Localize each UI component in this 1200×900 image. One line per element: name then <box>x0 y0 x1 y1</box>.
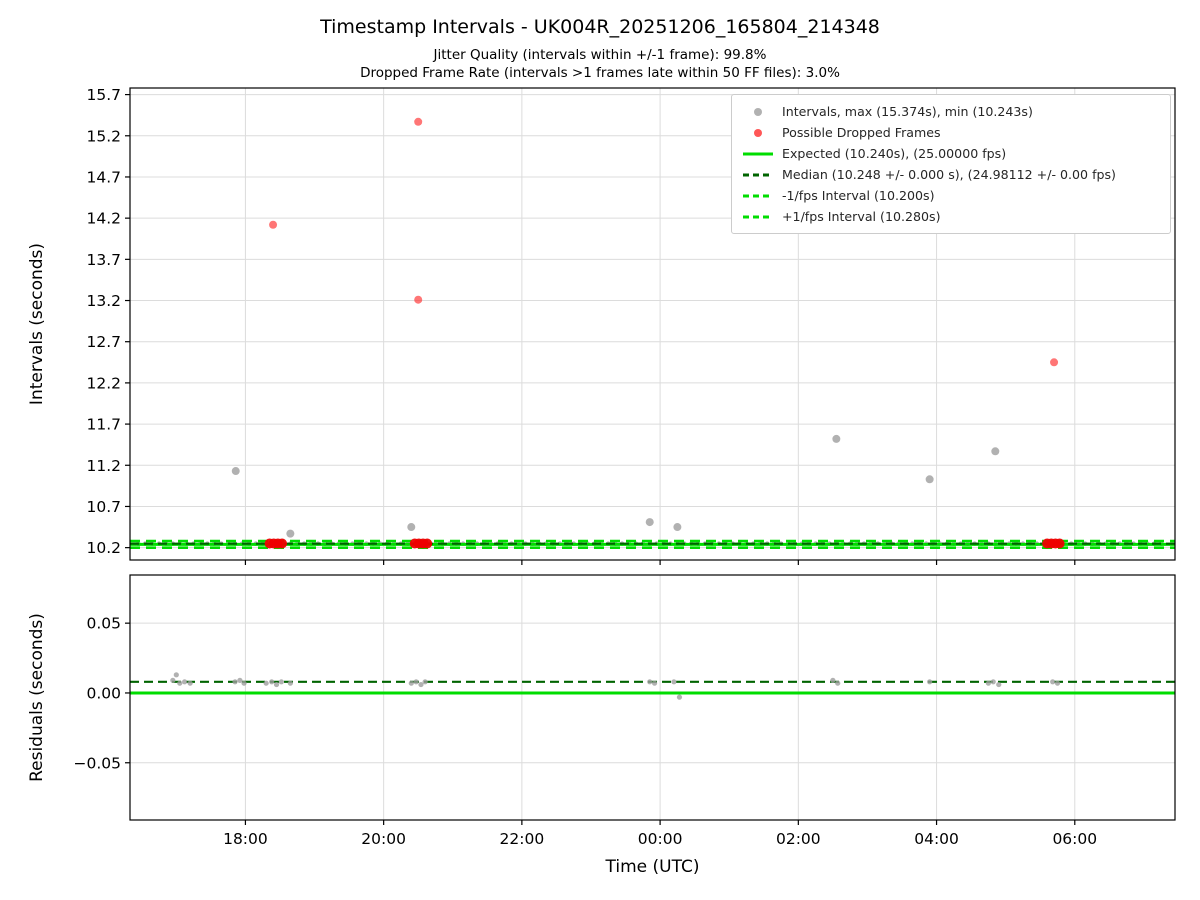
y-tick-label: 0.00 <box>86 684 121 702</box>
dropped-frame-marker <box>1050 358 1059 367</box>
x-tick-label: 04:00 <box>914 830 959 848</box>
y-tick-label: 10.7 <box>86 498 121 516</box>
legend-label: Expected (10.240s), (25.00000 fps) <box>782 146 1007 161</box>
x-tick-label: 06:00 <box>1052 830 1097 848</box>
dropped-frame-cluster-marker <box>1054 538 1065 549</box>
y-tick-label: 11.7 <box>86 416 121 434</box>
x-tick-label: 00:00 <box>638 830 683 848</box>
interval-marker <box>1054 680 1061 686</box>
subtitle-dropped-frame-rate: Dropped Frame Rate (intervals >1 frames … <box>360 65 840 81</box>
interval-marker <box>927 679 933 685</box>
interval-marker <box>676 694 683 700</box>
interval-marker <box>418 681 424 688</box>
y-tick-label: 13.7 <box>86 251 121 269</box>
dropped-frame-cluster-marker <box>277 538 288 549</box>
interval-marker <box>647 679 653 685</box>
legend-label: Median (10.248 +/- 0.000 s), (24.98112 +… <box>782 167 1116 182</box>
y-tick-label: 13.2 <box>86 292 121 310</box>
interval-marker <box>990 679 996 685</box>
legend-item: Median (10.248 +/- 0.000 s), (24.98112 +… <box>741 165 1161 184</box>
y-tick-label: 10.2 <box>86 539 121 557</box>
y-axis-label: Intervals (seconds) <box>27 243 47 405</box>
interval-marker <box>1050 679 1056 685</box>
interval-marker <box>645 518 654 527</box>
legend-line-marker-icon <box>743 194 773 197</box>
y-tick-label: 15.2 <box>86 127 121 145</box>
interval-marker <box>273 681 280 688</box>
axes-frame <box>129 87 1176 561</box>
legend-item: -1/fps Interval (10.200s) <box>741 186 1161 205</box>
axes-frame <box>129 574 1176 821</box>
interval-marker <box>177 680 183 686</box>
dropped-frame-marker <box>414 117 423 126</box>
subtitle-jitter-quality: Jitter Quality (intervals within +/-1 fr… <box>433 47 767 63</box>
interval-marker <box>286 529 295 538</box>
interval-marker <box>187 680 193 686</box>
y-tick-label: 12.2 <box>86 374 121 392</box>
interval-marker <box>832 434 841 443</box>
interval-marker <box>422 679 428 685</box>
legend-item: Intervals, max (15.374s), min (10.243s) <box>741 102 1161 121</box>
legend-item: +1/fps Interval (10.280s) <box>741 207 1161 226</box>
interval-marker <box>237 677 243 683</box>
chart-title: Timestamp Intervals - UK004R_20251206_16… <box>320 16 880 38</box>
interval-marker <box>408 680 414 686</box>
x-axis-label: Time (UTC) <box>605 857 700 877</box>
dropped-frame-marker <box>269 220 278 229</box>
interval-marker <box>996 681 1002 688</box>
interval-marker <box>413 679 419 685</box>
x-tick-label: 20:00 <box>361 830 406 848</box>
interval-marker <box>287 680 293 686</box>
interval-marker <box>263 680 269 686</box>
y-tick-label: −0.05 <box>74 754 122 772</box>
legend-dot-marker-icon <box>754 107 762 116</box>
legend-label: Possible Dropped Frames <box>782 125 941 140</box>
y-tick-label: 0.05 <box>86 615 121 633</box>
interval-marker <box>835 680 841 686</box>
interval-marker <box>173 672 179 678</box>
y-tick-label: 15.7 <box>86 86 121 104</box>
dropped-frame-marker <box>414 295 423 304</box>
legend: Intervals, max (15.374s), min (10.243s) P… <box>731 94 1171 234</box>
x-tick-label: 22:00 <box>500 830 545 848</box>
legend-dot-marker-icon <box>754 128 762 137</box>
legend-item: Possible Dropped Frames <box>741 123 1161 142</box>
interval-marker <box>671 679 677 685</box>
interval-marker <box>651 680 658 686</box>
interval-marker <box>181 679 188 685</box>
legend-label: -1/fps Interval (10.200s) <box>782 188 935 203</box>
legend-line-marker-icon <box>743 152 773 155</box>
y-tick-label: 14.2 <box>86 210 121 228</box>
legend-line-marker-icon <box>743 173 773 176</box>
dropped-frame-cluster-marker <box>422 538 433 549</box>
interval-marker <box>991 447 1000 456</box>
interval-marker <box>232 679 238 685</box>
interval-marker <box>278 679 284 685</box>
interval-marker <box>407 523 416 532</box>
y-tick-label: 14.7 <box>86 168 121 186</box>
interval-marker <box>241 680 247 686</box>
interval-marker <box>673 523 682 532</box>
legend-label: Intervals, max (15.374s), min (10.243s) <box>782 104 1033 119</box>
interval-marker <box>170 677 176 683</box>
interval-marker <box>830 677 836 683</box>
x-tick-label: 02:00 <box>776 830 821 848</box>
y-tick-label: 12.7 <box>86 333 121 351</box>
interval-marker <box>985 680 991 686</box>
legend-item: Expected (10.240s), (25.00000 fps) <box>741 144 1161 163</box>
interval-marker <box>231 467 240 476</box>
legend-line-marker-icon <box>743 215 773 218</box>
interval-marker <box>269 679 275 685</box>
interval-marker <box>925 475 934 484</box>
y-tick-label: 11.2 <box>86 457 121 475</box>
x-tick-label: 18:00 <box>223 830 268 848</box>
y-axis-label: Residuals (seconds) <box>27 613 47 782</box>
legend-label: +1/fps Interval (10.280s) <box>782 209 941 224</box>
